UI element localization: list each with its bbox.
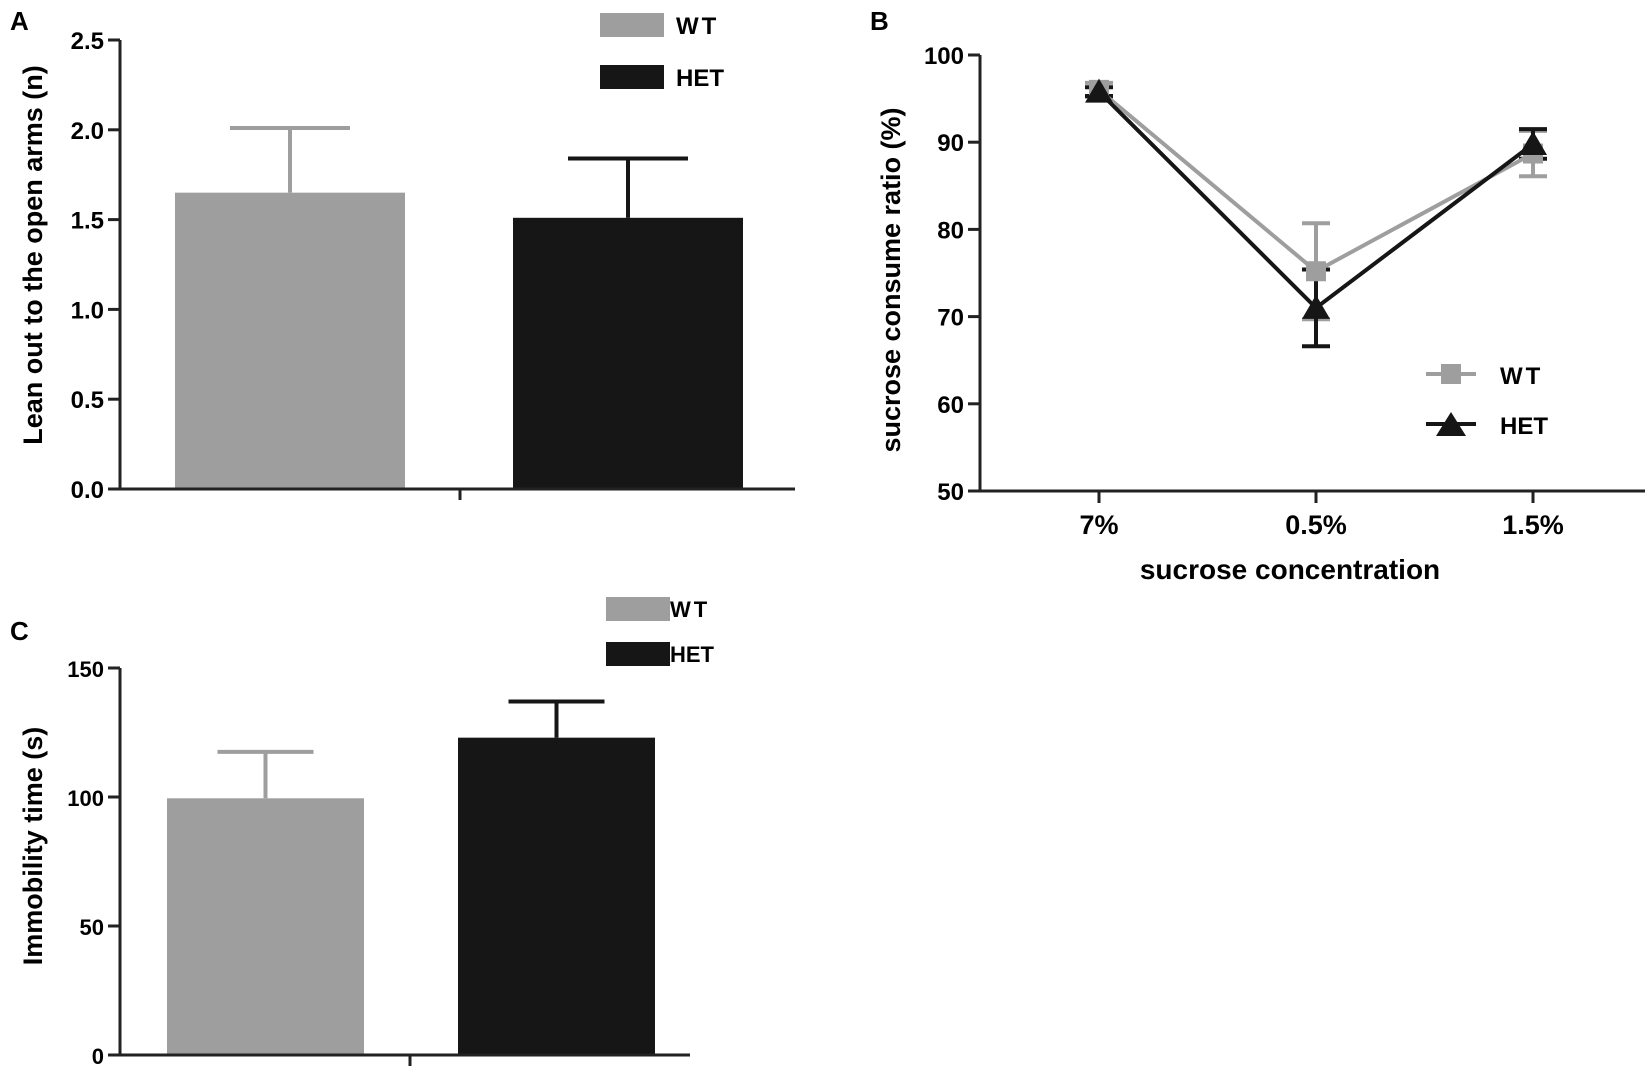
panel-a: A Lean out to the open arms (n) 0.0 0.5 1.… <box>10 6 795 504</box>
legend-het-label-a: HET <box>676 65 724 92</box>
point-het <box>1519 130 1547 155</box>
y-tick-label: 70 <box>937 305 964 332</box>
panel-c: C Immobility time (s) 0 50 100 150 WT HET <box>10 597 715 1069</box>
y-tick-label: 90 <box>937 130 964 157</box>
y-tick-label: 0.5 <box>71 387 104 414</box>
bar-het <box>513 217 743 489</box>
y-tick-label: 60 <box>937 392 964 419</box>
panel-letter-b: B <box>870 6 889 36</box>
x-tick-label: 0.5% <box>1285 510 1347 540</box>
legend-het-label-c: HET <box>670 642 715 667</box>
legend-wt-label-a: WT <box>676 13 719 40</box>
legend-het-swatch-a <box>600 65 664 89</box>
legend-wt-swatch-a <box>600 13 664 37</box>
panel-c-y-axis-label: Immobility time (s) <box>18 727 48 966</box>
legend-wt-label-c: WT <box>670 597 710 622</box>
legend-wt-marker-b <box>1441 364 1461 384</box>
panel-a-y-axis-label: Lean out to the open arms (n) <box>18 65 48 445</box>
bar-het <box>458 737 655 1055</box>
point-het <box>1085 78 1113 103</box>
y-tick-label: 50 <box>80 915 104 940</box>
legend-het-marker-b <box>1436 412 1466 436</box>
panel-letter-c: C <box>10 616 29 646</box>
y-tick-label: 0.0 <box>71 477 104 504</box>
y-tick-label: 2.0 <box>71 118 104 145</box>
point-het <box>1302 294 1330 319</box>
y-tick-label: 100 <box>924 43 964 70</box>
legend-het-label-b: HET <box>1500 413 1548 440</box>
y-tick-label: 1.5 <box>71 208 104 235</box>
y-tick-label: 50 <box>937 479 964 506</box>
y-tick-label: 100 <box>67 786 104 811</box>
panel-b: B sucrose consume ratio (%) sucrose conc… <box>870 6 1645 585</box>
legend-het-swatch-c <box>606 642 670 666</box>
x-tick-label: 7% <box>1079 510 1118 540</box>
point-wt <box>1306 261 1326 282</box>
legend-wt-swatch-c <box>606 597 670 621</box>
y-tick-label: 0 <box>92 1044 104 1069</box>
panel-b-x-axis-label: sucrose concentration <box>1140 554 1440 585</box>
y-tick-label: 80 <box>937 217 964 244</box>
legend-wt-label-b: WT <box>1500 363 1543 390</box>
y-tick-label: 1.0 <box>71 297 104 324</box>
x-tick-label: 1.5% <box>1502 510 1564 540</box>
y-tick-label: 2.5 <box>71 28 104 55</box>
panel-letter-a: A <box>10 6 29 36</box>
bar-wt <box>175 192 405 489</box>
bar-wt <box>167 798 364 1055</box>
y-tick-label: 150 <box>67 657 104 682</box>
panel-b-y-axis-label: sucrose consume ratio (%) <box>876 107 906 452</box>
